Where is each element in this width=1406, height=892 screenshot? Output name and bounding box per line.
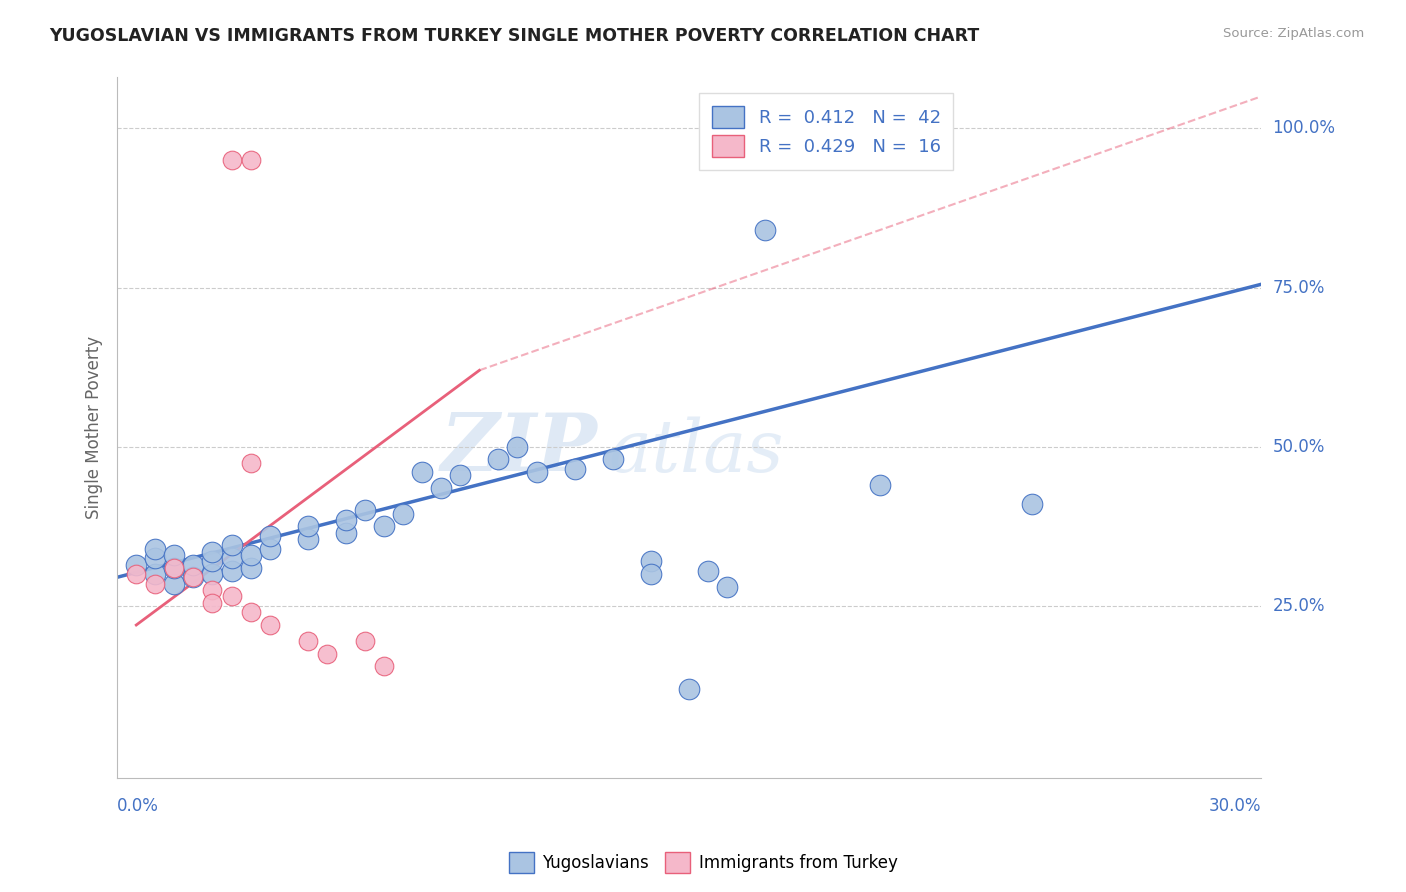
Point xyxy=(163,576,186,591)
Text: ZIP: ZIP xyxy=(440,410,598,487)
Point xyxy=(297,532,319,546)
Point xyxy=(430,481,453,495)
Text: 25.0%: 25.0% xyxy=(1272,597,1324,615)
Legend: R =  0.412   N =  42, R =  0.429   N =  16: R = 0.412 N = 42, R = 0.429 N = 16 xyxy=(699,94,953,170)
Point xyxy=(411,465,433,479)
Point xyxy=(143,551,166,566)
Point xyxy=(259,541,281,556)
Point xyxy=(125,567,148,582)
Point xyxy=(259,618,281,632)
Point xyxy=(373,659,395,673)
Point xyxy=(183,570,205,584)
Text: 50.0%: 50.0% xyxy=(1272,438,1324,456)
Point xyxy=(640,554,662,568)
Point xyxy=(239,548,262,562)
Point xyxy=(201,554,224,568)
Text: YUGOSLAVIAN VS IMMIGRANTS FROM TURKEY SINGLE MOTHER POVERTY CORRELATION CHART: YUGOSLAVIAN VS IMMIGRANTS FROM TURKEY SI… xyxy=(49,27,980,45)
Point xyxy=(297,519,319,533)
Point xyxy=(564,462,586,476)
Point xyxy=(354,503,377,517)
Point xyxy=(526,465,548,479)
Text: 30.0%: 30.0% xyxy=(1208,797,1261,815)
Y-axis label: Single Mother Poverty: Single Mother Poverty xyxy=(86,336,103,519)
Point xyxy=(315,647,337,661)
Point xyxy=(392,507,415,521)
Point xyxy=(602,452,624,467)
Point xyxy=(640,567,662,582)
Legend: Yugoslavians, Immigrants from Turkey: Yugoslavians, Immigrants from Turkey xyxy=(502,846,904,880)
Point xyxy=(239,560,262,574)
Point xyxy=(754,223,776,237)
Point xyxy=(201,567,224,582)
Point xyxy=(221,153,243,168)
Point xyxy=(163,548,186,562)
Point xyxy=(163,560,186,574)
Point xyxy=(506,440,529,454)
Point xyxy=(259,529,281,543)
Point xyxy=(335,525,357,540)
Point xyxy=(678,681,700,696)
Text: Source: ZipAtlas.com: Source: ZipAtlas.com xyxy=(1223,27,1364,40)
Point xyxy=(297,634,319,648)
Point xyxy=(221,590,243,604)
Point xyxy=(183,558,205,572)
Point xyxy=(697,564,720,578)
Point xyxy=(1021,497,1043,511)
Point xyxy=(201,582,224,597)
Point xyxy=(125,558,148,572)
Text: 75.0%: 75.0% xyxy=(1272,278,1324,296)
Point xyxy=(143,567,166,582)
Point xyxy=(221,551,243,566)
Point xyxy=(163,560,186,574)
Point xyxy=(183,570,205,584)
Point xyxy=(143,576,166,591)
Point xyxy=(201,596,224,610)
Point xyxy=(239,456,262,470)
Point xyxy=(449,468,471,483)
Point xyxy=(373,519,395,533)
Point xyxy=(239,153,262,168)
Point xyxy=(221,538,243,552)
Point xyxy=(335,513,357,527)
Text: atlas: atlas xyxy=(609,417,785,487)
Point xyxy=(221,564,243,578)
Point xyxy=(239,605,262,619)
Point xyxy=(354,634,377,648)
Point xyxy=(143,541,166,556)
Point xyxy=(201,545,224,559)
Point xyxy=(486,452,509,467)
Text: 0.0%: 0.0% xyxy=(117,797,159,815)
Point xyxy=(716,580,738,594)
Text: 100.0%: 100.0% xyxy=(1272,120,1336,137)
Point xyxy=(869,478,891,492)
